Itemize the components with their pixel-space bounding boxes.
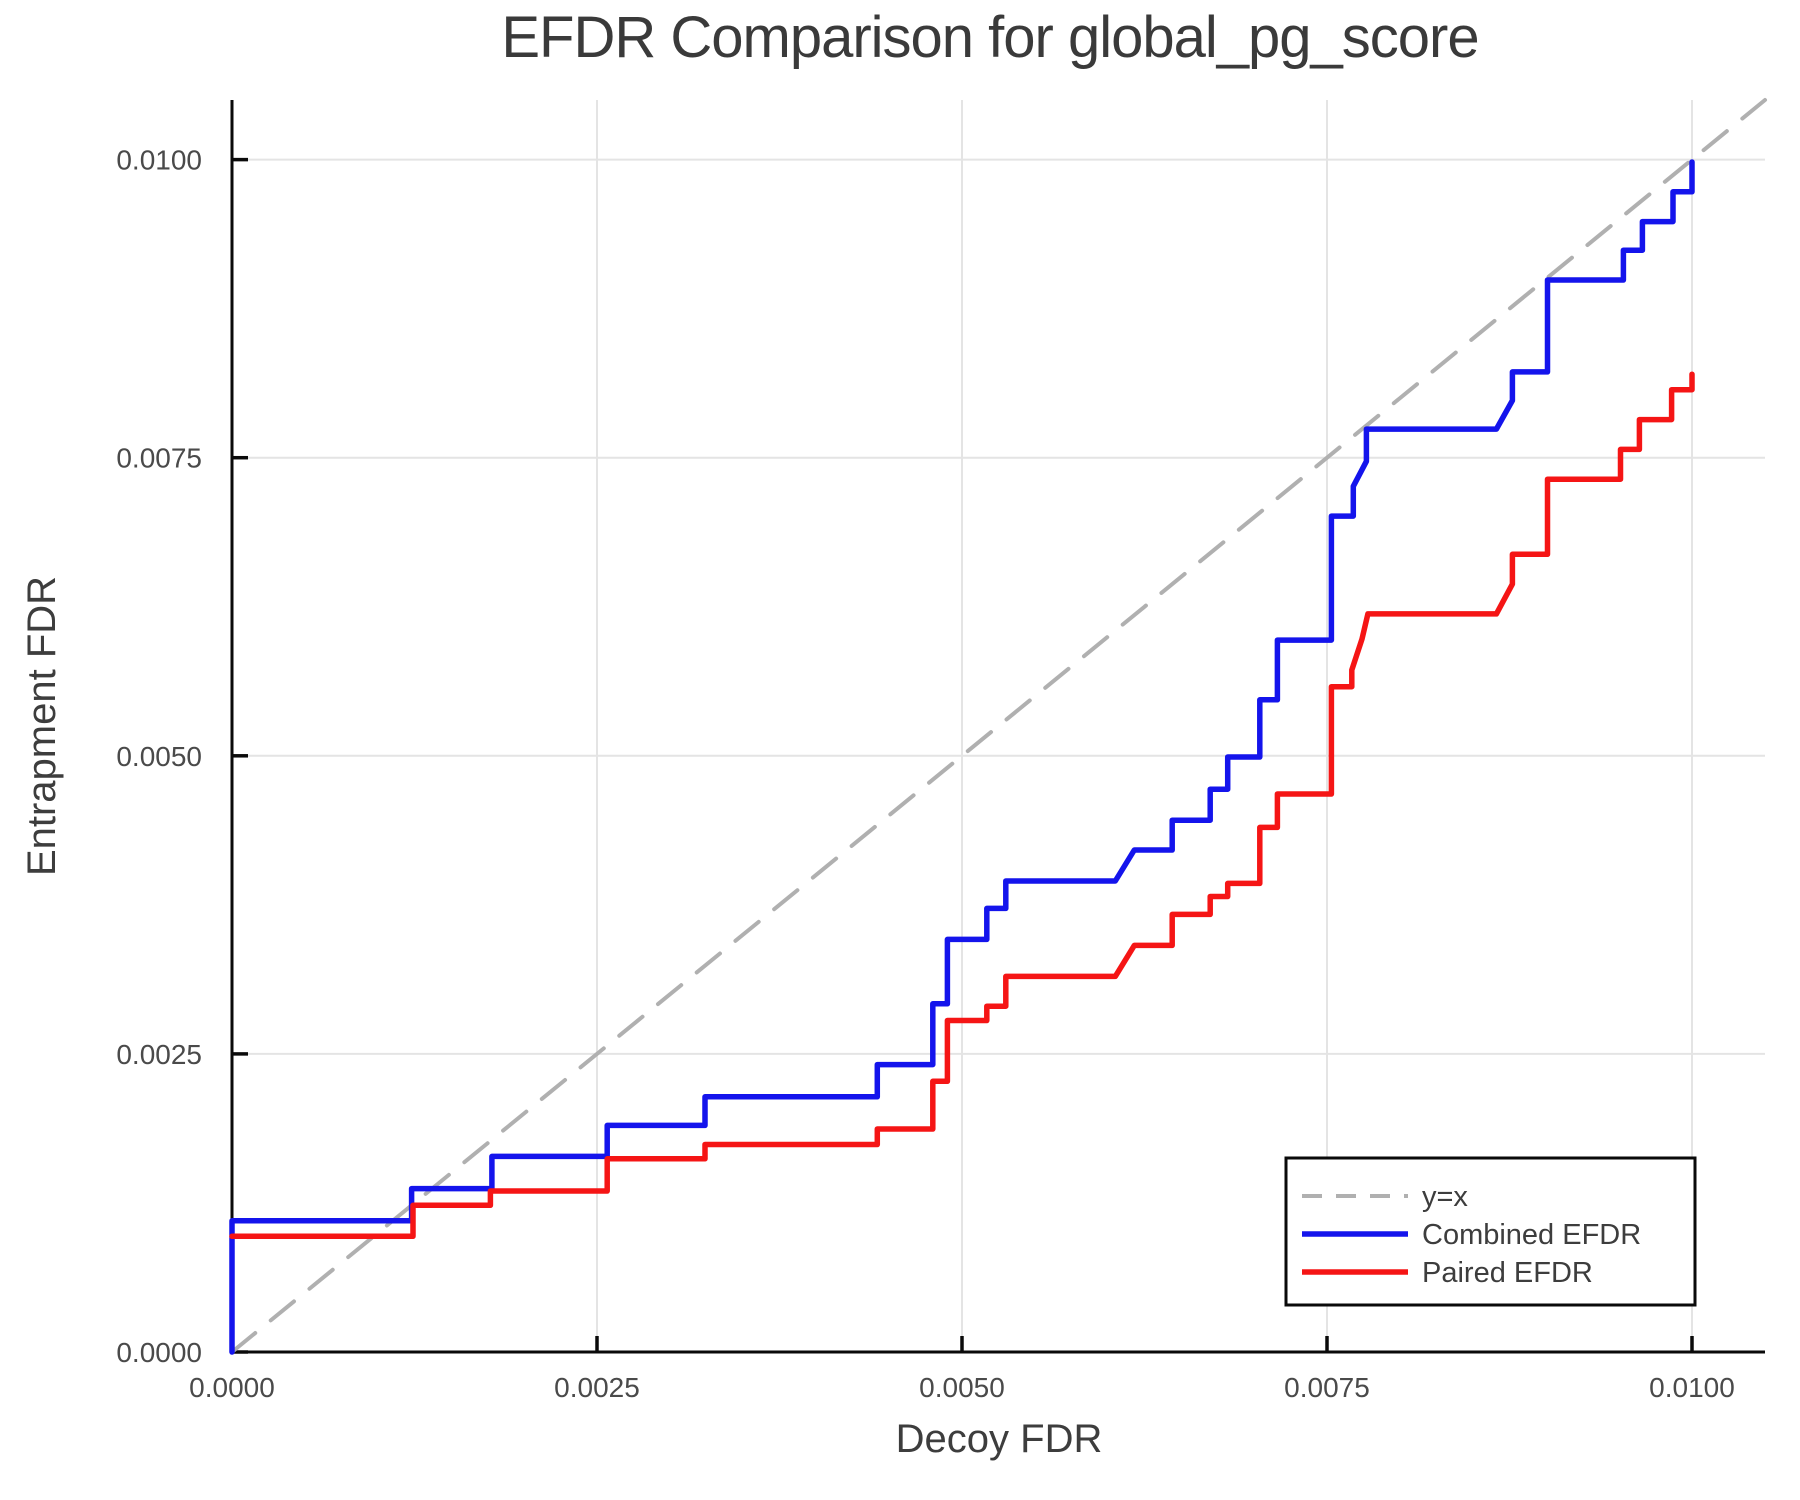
axis-tick-labels: 0.0000 0.0025 0.0050 0.0075 0.0100 0.0000 0.00… <box>116 145 1734 1403</box>
legend: y=x Combined EFDR Paired EFDR <box>1284 1156 1697 1307</box>
series-paired-efdr <box>229 371 1695 1240</box>
legend-label-combined-efdr: Combined EFDR <box>1422 1219 1641 1251</box>
series-y-x <box>230 98 1767 1354</box>
y-tick-label: 0.0050 <box>116 741 202 772</box>
x-tick-label: 0.0100 <box>1649 1372 1735 1403</box>
legend-label-yx: y=x <box>1422 1181 1468 1213</box>
chart-title: EFDR Comparison for global_pg_score <box>501 5 1478 70</box>
x-tick-label: 0.0000 <box>189 1372 275 1403</box>
y-tick-label: 0.0000 <box>116 1337 202 1368</box>
x-axis-label: Decoy FDR <box>896 1417 1103 1461</box>
legend-label-paired-efdr: Paired EFDR <box>1422 1257 1593 1289</box>
series-curves <box>229 98 1767 1355</box>
y-tick-label: 0.0025 <box>116 1039 202 1070</box>
x-tick-label: 0.0025 <box>554 1372 640 1403</box>
y-axis-label: Entrapment FDR <box>20 576 64 876</box>
y-tick-label: 0.0100 <box>116 145 202 176</box>
x-tick-label: 0.0050 <box>919 1372 1005 1403</box>
series-combined-efdr <box>229 159 1695 1355</box>
y-tick-label: 0.0075 <box>116 443 202 474</box>
x-tick-label: 0.0075 <box>1284 1372 1370 1403</box>
